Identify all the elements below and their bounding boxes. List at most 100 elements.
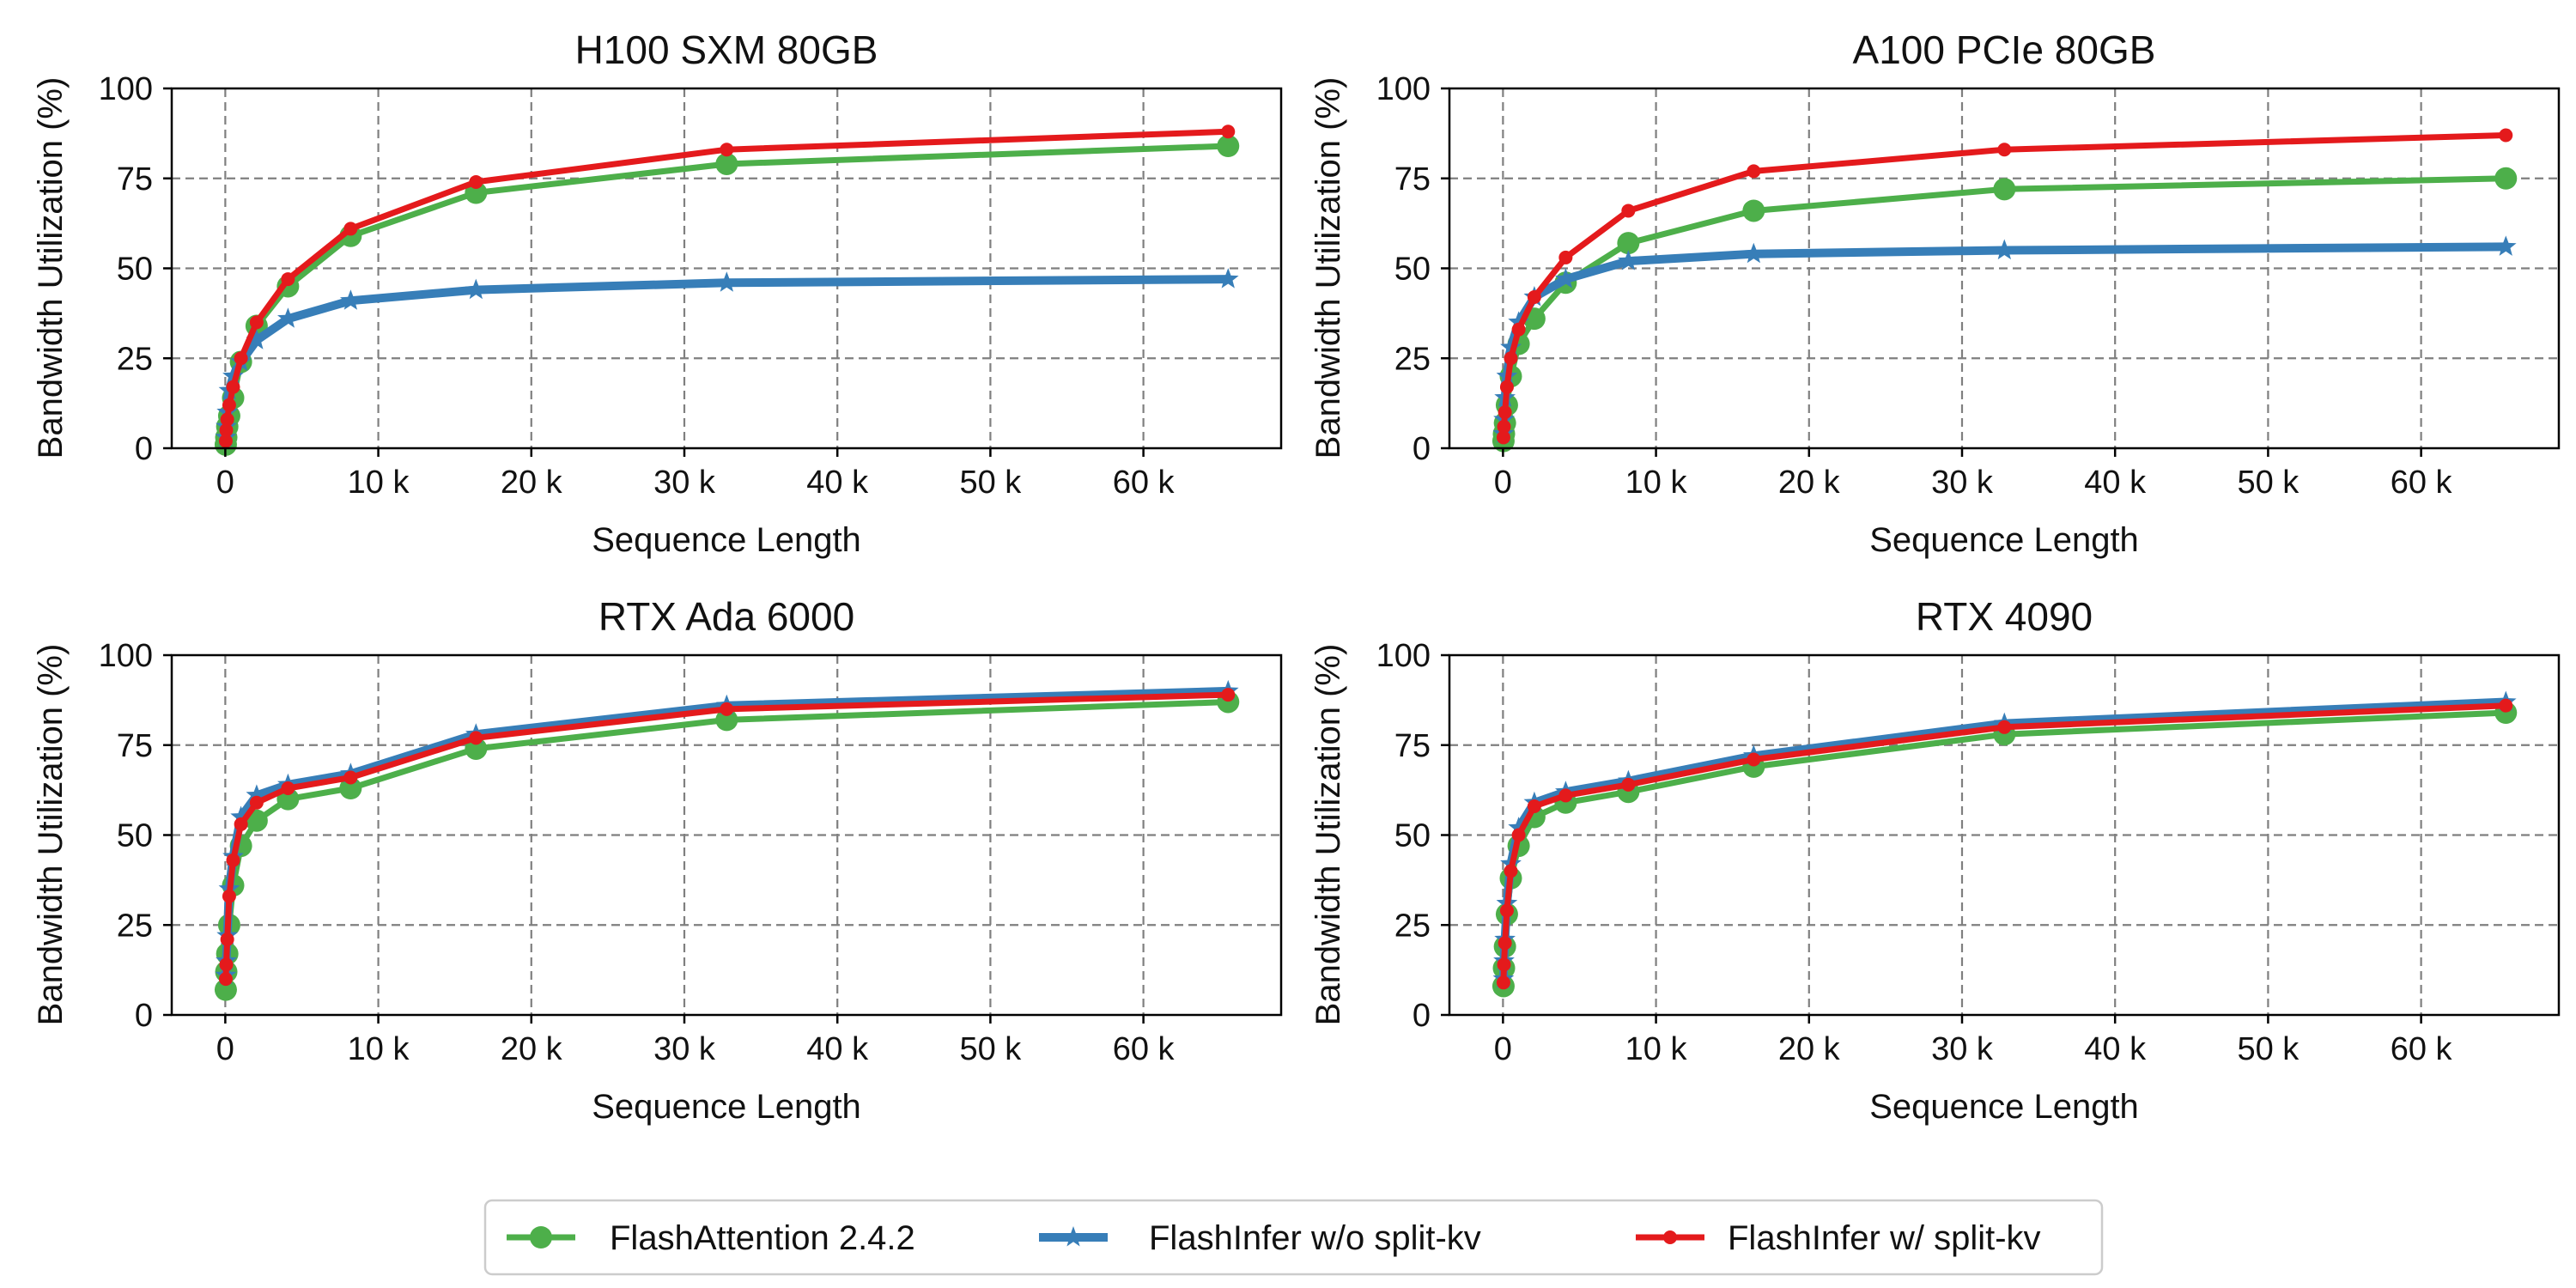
x-tick-label: 50 k bbox=[2237, 465, 2300, 501]
data-point bbox=[222, 365, 244, 386]
series bbox=[214, 125, 1240, 456]
data-point bbox=[1621, 777, 1636, 792]
x-tick-label: 0 bbox=[1494, 465, 1512, 501]
legend-label: FlashInfer w/ split-kv bbox=[1728, 1219, 2041, 1257]
data-point bbox=[1511, 828, 1526, 842]
legend-label: FlashInfer w/o split-kv bbox=[1149, 1219, 1481, 1257]
data-point bbox=[2494, 167, 2518, 190]
data-point bbox=[716, 271, 738, 292]
y-tick-label: 100 bbox=[1376, 638, 1431, 674]
data-point bbox=[469, 731, 483, 745]
x-tick-label: 0 bbox=[216, 1031, 234, 1067]
x-tick-label: 0 bbox=[216, 465, 234, 501]
data-point bbox=[1742, 199, 1765, 222]
data-point bbox=[226, 380, 240, 394]
data-point bbox=[1617, 232, 1640, 255]
data-point bbox=[715, 152, 738, 175]
x-tick-label: 60 k bbox=[2391, 1031, 2453, 1067]
x-tick-label: 40 k bbox=[806, 1031, 869, 1067]
data-point bbox=[2494, 235, 2517, 256]
data-point bbox=[219, 957, 234, 972]
data-point bbox=[1497, 419, 1511, 434]
legend: FlashAttention 2.4.2 FlashInfer w/o spli… bbox=[483, 1199, 2104, 1276]
data-point bbox=[469, 174, 483, 189]
data-point bbox=[1993, 178, 2016, 201]
data-point bbox=[1621, 204, 1636, 218]
x-tick-label: 20 k bbox=[1778, 1031, 1841, 1067]
data-point bbox=[465, 278, 487, 300]
data-point bbox=[1500, 336, 1522, 357]
y-tick-label: 0 bbox=[1413, 998, 1431, 1034]
y-tick-label: 75 bbox=[1394, 161, 1431, 197]
x-tick-label: 30 k bbox=[653, 1031, 716, 1067]
y-tick-label: 75 bbox=[117, 161, 153, 197]
data-point bbox=[1504, 351, 1518, 366]
data-point bbox=[220, 412, 234, 427]
data-point bbox=[1511, 322, 1526, 337]
x-tick-label: 20 k bbox=[1778, 465, 1841, 501]
chart-h100: H100 SXM 80GB 0 10 k 20 k 30 k 40 k 50 k 60 k0… bbox=[32, 27, 1283, 559]
data-point bbox=[220, 933, 234, 947]
grid bbox=[1449, 655, 2559, 1015]
series-line-1 bbox=[1500, 175, 2509, 445]
y-tick-label: 75 bbox=[117, 728, 153, 764]
x-tick-label: 10 k bbox=[1625, 465, 1688, 501]
y-axis-label: Bandwidth Utilization (%) bbox=[1309, 77, 1347, 459]
chart-rtx-4090: RTX 4090 0 10 k 20 k 30 k 40 k 50 k 60 k 0 25 50 7… bbox=[1309, 594, 2561, 1126]
data-point bbox=[715, 708, 738, 732]
chart-a100: A100 PCIe 80GB 0 10 k 20 k 30 k 40 k 50 k 60 k… bbox=[1309, 27, 2561, 559]
data-point bbox=[1527, 290, 1541, 305]
grid bbox=[172, 655, 1281, 1015]
y-axis-label: Bandwidth Utilization (%) bbox=[32, 77, 70, 459]
data-point bbox=[1498, 405, 1512, 420]
data-point bbox=[339, 777, 362, 800]
y-tick-label: 100 bbox=[1376, 71, 1431, 107]
x-tick-label: 60 k bbox=[1113, 465, 1176, 501]
series-line-2 bbox=[221, 686, 1233, 980]
data-point bbox=[234, 817, 248, 831]
star-marker-icon bbox=[1062, 1226, 1084, 1247]
data-point bbox=[277, 307, 299, 328]
y-axis-label: Bandwidth Utilization (%) bbox=[1309, 644, 1347, 1026]
data-point bbox=[1558, 788, 1573, 803]
data-point bbox=[1747, 752, 1761, 767]
y-tick-label: 0 bbox=[1413, 431, 1431, 467]
x-tick-label: 10 k bbox=[348, 1031, 410, 1067]
y-tick-label: 50 bbox=[117, 818, 153, 854]
data-point bbox=[1221, 688, 1236, 702]
circle-marker-icon bbox=[530, 1226, 552, 1249]
data-point bbox=[720, 702, 734, 716]
legend-frame bbox=[483, 1199, 2104, 1276]
y-axis-label: Bandwidth Utilization (%) bbox=[32, 644, 70, 1026]
data-point bbox=[1508, 817, 1529, 837]
data-point bbox=[1217, 268, 1239, 289]
y-tick-label: 25 bbox=[117, 908, 153, 944]
y-tick-label: 25 bbox=[1394, 341, 1431, 377]
data-point bbox=[343, 770, 358, 785]
data-point bbox=[1558, 250, 1573, 264]
data-point bbox=[1747, 164, 1761, 179]
ticks: 0 10 k 20 k 30 k 40 k 50 k 60 k 0 25 50 75 100 bbox=[99, 71, 1176, 501]
x-tick-label: 60 k bbox=[1113, 1031, 1176, 1067]
series-line-3 bbox=[1500, 702, 2509, 986]
chart-title: RTX Ada 6000 bbox=[598, 594, 854, 639]
grid bbox=[172, 88, 1281, 448]
data-point bbox=[219, 423, 234, 438]
series bbox=[214, 679, 1240, 1001]
data-point bbox=[1997, 720, 2012, 734]
x-tick-label: 60 k bbox=[2391, 465, 2453, 501]
x-tick-label: 40 k bbox=[2084, 465, 2147, 501]
data-point bbox=[222, 889, 236, 903]
x-tick-label: 50 k bbox=[2237, 1031, 2300, 1067]
series bbox=[1492, 128, 2518, 453]
series bbox=[1492, 690, 2518, 998]
y-tick-label: 25 bbox=[117, 341, 153, 377]
data-point bbox=[1499, 380, 1514, 394]
series-line-3 bbox=[222, 691, 1231, 982]
data-point bbox=[234, 351, 248, 366]
data-point bbox=[343, 222, 358, 236]
chart-rtx-ada-6000: RTX Ada 6000 0 10 k 20 k 30 k 40 k 50 k 60 k 0 2… bbox=[32, 594, 1283, 1126]
y-tick-label: 50 bbox=[1394, 818, 1431, 854]
data-point bbox=[281, 272, 295, 287]
